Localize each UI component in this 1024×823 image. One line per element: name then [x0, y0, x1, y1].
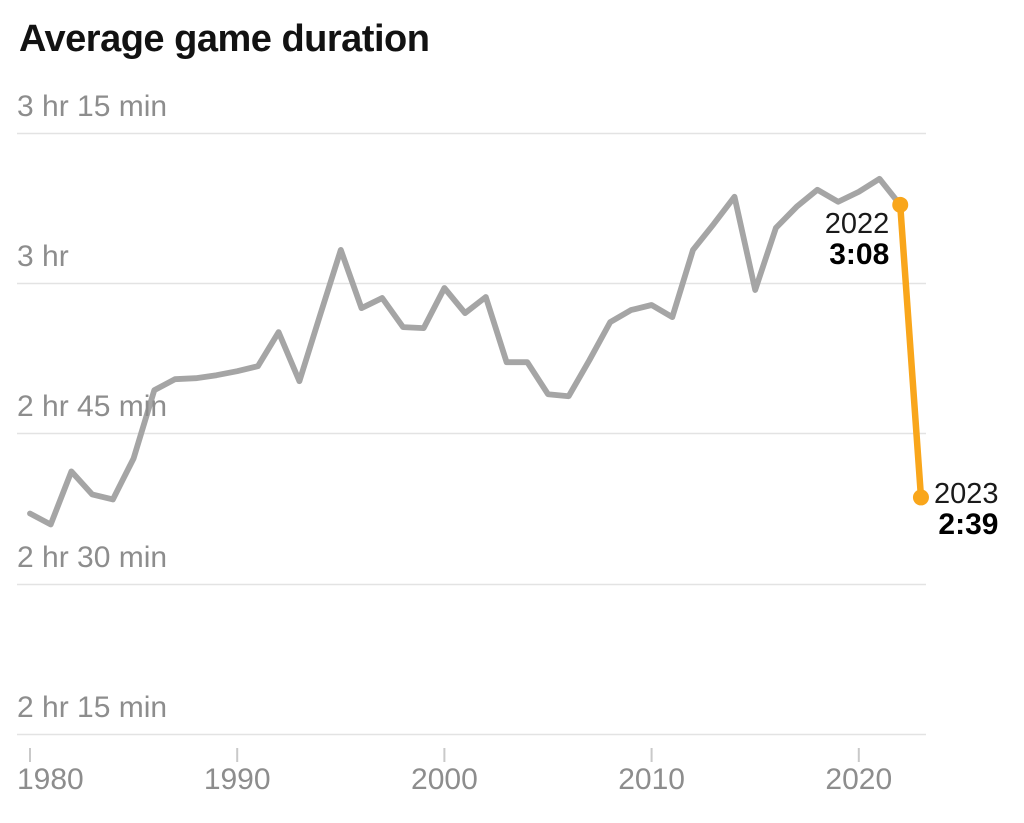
history-line [27, 175, 904, 528]
annotation-2022: 2022 3:08 [824, 207, 890, 271]
highlight-line [896, 201, 925, 501]
x-axis-label: 1980 [17, 763, 84, 796]
annotation-2023-year: 2023 [933, 478, 999, 511]
annotation-2023: 2023 2:39 [933, 478, 999, 542]
y-axis-label: 2 hr 45 min [17, 389, 168, 423]
y-axis-label: 2 hr 30 min [17, 540, 168, 574]
y-axis-label: 2 hr 15 min [17, 690, 168, 724]
dot-2023 [912, 489, 929, 506]
x-axis-label: 2010 [618, 763, 685, 796]
y-axis-label: 3 hr [17, 239, 69, 273]
chart-title: Average game duration [19, 18, 430, 60]
data-point-dots [892, 196, 929, 506]
dot-2022 [892, 196, 909, 213]
x-tick-marks [29, 748, 860, 762]
annotation-2022-value: 3:08 [829, 237, 890, 271]
annotation-2023-value: 2:39 [938, 508, 999, 542]
x-axis-label: 2000 [411, 763, 478, 796]
y-axis-label: 3 hr 15 min [17, 89, 168, 123]
data-lines [27, 175, 925, 528]
annotation-2022-year: 2022 [824, 207, 890, 240]
x-axis-label: 2020 [825, 763, 893, 796]
x-axis-label: 1990 [203, 763, 271, 796]
gridlines [17, 132, 926, 736]
